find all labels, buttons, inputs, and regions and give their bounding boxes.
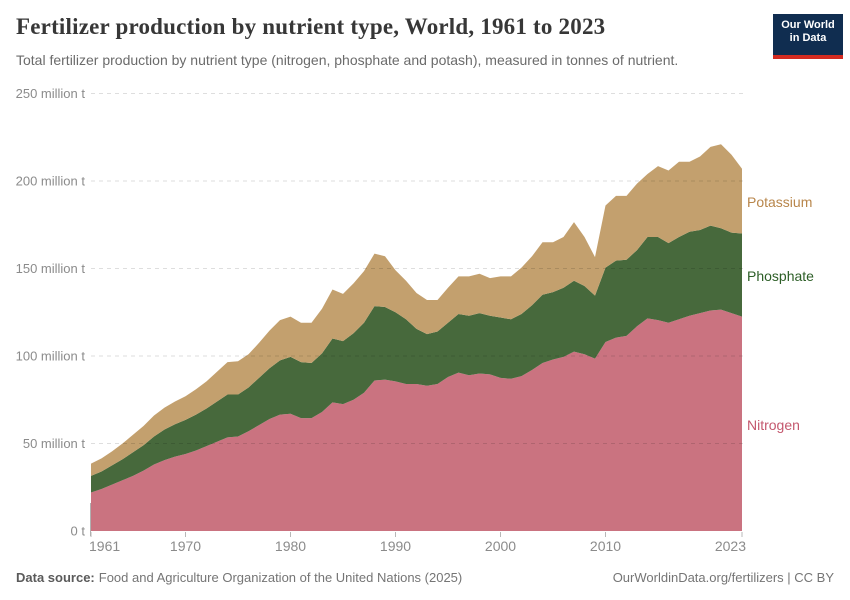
area-phosphate[interactable] bbox=[91, 225, 742, 493]
owid-logo: Our World in Data bbox=[773, 14, 843, 59]
y-tick-label: 0 t bbox=[71, 524, 86, 539]
y-tick-label: 100 million t bbox=[16, 349, 86, 364]
area-nitrogen[interactable] bbox=[91, 309, 742, 531]
data-source: Data source: Food and Agriculture Organiz… bbox=[16, 570, 462, 585]
x-tick-label: 1961 bbox=[89, 538, 120, 554]
footer-link[interactable]: OurWorldinData.org/fertilizers | CC BY bbox=[612, 570, 834, 585]
chart-footer: Data source: Food and Agriculture Organiz… bbox=[16, 570, 834, 585]
series-label-nitrogen[interactable]: Nitrogen bbox=[747, 417, 800, 433]
series-label-potassium[interactable]: Potassium bbox=[747, 194, 813, 210]
data-source-label: Data source: bbox=[16, 570, 95, 585]
data-source-text: Food and Agriculture Organization of the… bbox=[98, 570, 463, 585]
area-potassium[interactable] bbox=[91, 144, 742, 476]
x-tick-label: 1990 bbox=[380, 538, 411, 554]
page-title: Fertilizer production by nutrient type, … bbox=[16, 14, 606, 39]
x-tick-label: 1980 bbox=[275, 538, 306, 554]
x-tick-label: 2010 bbox=[590, 538, 621, 554]
series-label-phosphate[interactable]: Phosphate bbox=[747, 268, 814, 284]
y-tick-label: 200 million t bbox=[16, 174, 86, 189]
owid-logo-line2: in Data bbox=[789, 32, 827, 44]
y-tick-label: 150 million t bbox=[16, 261, 86, 276]
y-tick-label: 250 million t bbox=[16, 86, 86, 101]
page-subtitle: Total fertilizer production by nutrient … bbox=[16, 52, 679, 68]
x-tick-label: 2023 bbox=[715, 538, 746, 554]
x-tick-label: 1970 bbox=[170, 538, 201, 554]
x-tick-label: 2000 bbox=[485, 538, 516, 554]
owid-logo-line1: Our World bbox=[781, 19, 835, 31]
y-tick-label: 50 million t bbox=[23, 436, 86, 451]
